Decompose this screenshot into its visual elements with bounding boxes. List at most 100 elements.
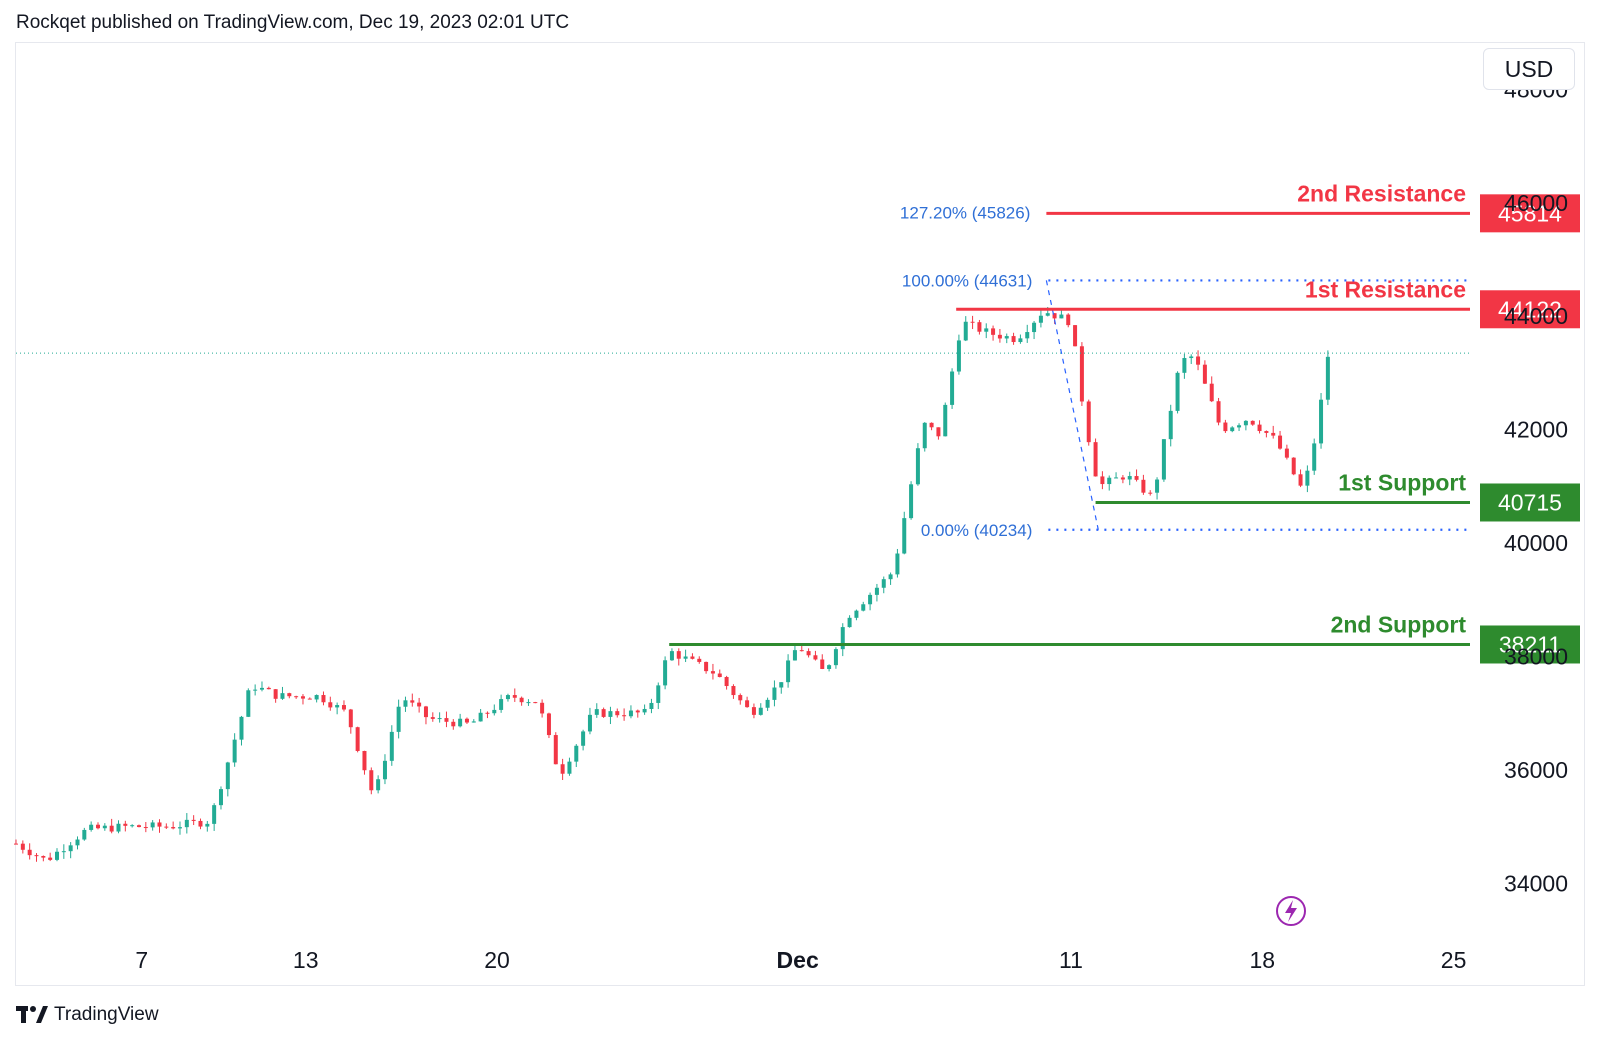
- candle-body: [786, 660, 791, 683]
- candle-body: [437, 718, 442, 720]
- candle: [854, 609, 859, 621]
- y-tick-label: 34000: [1504, 870, 1568, 896]
- candle: [48, 852, 53, 862]
- y-tick-label: 44000: [1504, 303, 1568, 329]
- candle-body: [403, 700, 408, 707]
- candle-body: [997, 334, 1002, 339]
- candle: [779, 682, 784, 694]
- candle-body: [123, 823, 128, 826]
- candle: [902, 511, 907, 555]
- candle-body: [143, 827, 148, 829]
- candle-body: [1182, 358, 1187, 373]
- candle-body: [478, 712, 483, 722]
- lightning-icon[interactable]: [1276, 896, 1306, 926]
- candle-body: [82, 829, 87, 840]
- candle: [177, 821, 182, 835]
- candle: [888, 572, 893, 585]
- candle: [102, 823, 107, 831]
- candle-body: [1305, 470, 1310, 486]
- candle-body: [1237, 425, 1242, 428]
- chart-frame: [15, 42, 1585, 986]
- candle: [663, 656, 668, 690]
- candle: [977, 319, 982, 335]
- currency-selector[interactable]: USD: [1483, 48, 1575, 90]
- candle: [806, 648, 811, 658]
- candle-body: [1107, 477, 1112, 485]
- candle-body: [751, 707, 756, 715]
- candle: [1305, 465, 1310, 493]
- level-name: 2nd Resistance: [1297, 180, 1466, 206]
- candle: [1278, 430, 1283, 450]
- candle-body: [266, 687, 271, 690]
- candle: [1127, 471, 1132, 486]
- candle-body: [745, 700, 750, 708]
- candle-body: [792, 650, 797, 661]
- candle-body: [608, 711, 613, 717]
- candle-body: [827, 665, 832, 669]
- candle: [191, 815, 196, 826]
- candle-body: [676, 651, 681, 659]
- candle-body: [690, 656, 695, 659]
- candle: [676, 648, 681, 666]
- candle: [1148, 490, 1153, 496]
- candle: [1038, 310, 1043, 328]
- candle-body: [177, 827, 182, 829]
- candle-body: [314, 695, 319, 700]
- candle: [697, 656, 702, 664]
- candle-body: [956, 340, 961, 372]
- candle-body: [389, 731, 394, 761]
- support-level[interactable]: 1st Support 40715: [1095, 469, 1580, 522]
- candle: [376, 775, 381, 794]
- candle: [970, 315, 975, 330]
- candle-body: [41, 856, 46, 858]
- candle: [75, 836, 80, 850]
- candle-body: [840, 627, 845, 650]
- candle: [615, 708, 620, 718]
- candle: [724, 675, 729, 690]
- candle: [14, 839, 18, 845]
- candle: [1018, 334, 1023, 344]
- candle-body: [1291, 457, 1296, 475]
- resistance-level[interactable]: 1st Resistance 44122: [956, 276, 1580, 329]
- candle: [225, 761, 230, 797]
- candle-body: [157, 822, 162, 827]
- candle-body: [806, 651, 811, 656]
- candle: [991, 325, 996, 341]
- candle-body: [663, 660, 668, 686]
- candle-body: [909, 484, 914, 519]
- candle: [868, 592, 873, 611]
- candle: [704, 661, 709, 674]
- candle-body: [89, 824, 94, 830]
- candle-body: [1196, 356, 1201, 365]
- candle-body: [246, 690, 251, 717]
- candle: [41, 855, 46, 862]
- candle-body: [1168, 410, 1173, 440]
- candle-body: [464, 718, 469, 723]
- candle-body: [888, 574, 893, 580]
- level-name: 1st Resistance: [1305, 276, 1466, 302]
- support-level[interactable]: 2nd Support 38211: [669, 611, 1580, 664]
- candle-body: [218, 789, 223, 806]
- candle-body: [512, 695, 517, 698]
- x-tick-label: 11: [1059, 947, 1083, 973]
- candle: [642, 704, 647, 715]
- candle-body: [1148, 492, 1153, 494]
- candle: [259, 681, 264, 692]
- candle-body: [280, 693, 285, 699]
- y-tick-label: 38000: [1504, 643, 1568, 669]
- candle-body: [328, 702, 333, 708]
- candle-body: [294, 696, 299, 698]
- resistance-level[interactable]: 2nd Resistance 45814: [1046, 180, 1580, 233]
- level-name: 1st Support: [1338, 469, 1466, 495]
- candle: [1120, 475, 1125, 484]
- candle-body: [34, 855, 39, 857]
- candle-body: [1243, 420, 1248, 426]
- candle: [1161, 439, 1166, 482]
- candle-body: [171, 827, 176, 829]
- candle-body: [1264, 431, 1269, 433]
- candle-body: [1161, 439, 1166, 480]
- footer-logo[interactable]: TradingView: [16, 1004, 159, 1026]
- candle: [929, 422, 934, 431]
